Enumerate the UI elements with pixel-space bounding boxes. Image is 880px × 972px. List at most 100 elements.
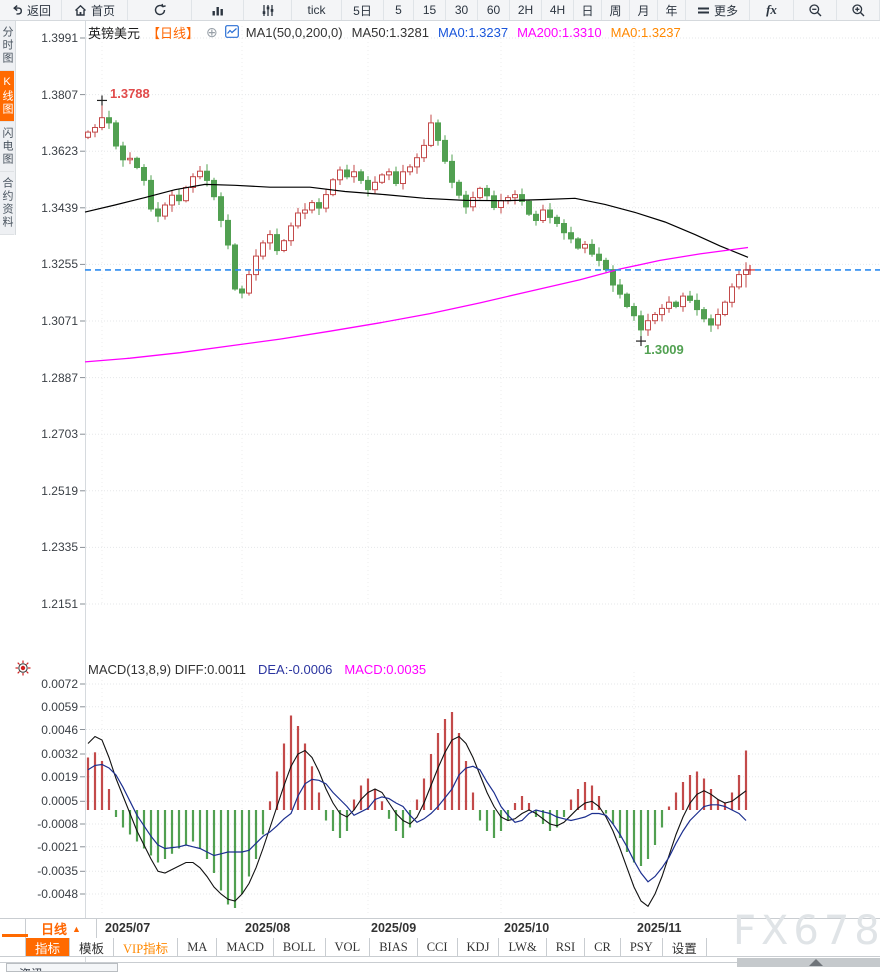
macd-tick-label: 0.0059: [41, 699, 78, 714]
tab-CR[interactable]: CR: [585, 938, 621, 956]
macd-tick-label: -0.0048: [37, 887, 78, 901]
triangle-up-icon: ▲: [72, 923, 81, 934]
indicator-settings-icon[interactable]: [15, 660, 31, 676]
add-overlay-icon[interactable]: ⊕: [206, 24, 218, 40]
toolbar-chart-style-button[interactable]: [192, 0, 244, 20]
price-tick-label: 1.3991: [41, 31, 78, 45]
price-tick-label: 1.3623: [41, 144, 78, 159]
tab-MACD[interactable]: MACD: [217, 938, 274, 956]
refresh-icon: [153, 3, 167, 17]
toolbar-home-button[interactable]: 首页: [62, 0, 128, 20]
toolbar-indicator-settings-button[interactable]: [244, 0, 292, 20]
tab-KDJ[interactable]: KDJ: [458, 938, 500, 956]
date-label: 2025/09: [371, 921, 417, 935]
toolbar-week-label: 周: [609, 3, 622, 18]
sidebar-item-4[interactable]: 合约资料: [0, 172, 14, 235]
price-tick-label: 1.2335: [41, 540, 78, 555]
date-label: 2025/10: [504, 921, 550, 935]
bottom-divider: [0, 962, 880, 963]
macd-tick-label: 0.0005: [41, 794, 78, 809]
toolbar-60min-button[interactable]: 60: [478, 0, 510, 20]
period-selector[interactable]: 日线 ▲: [25, 919, 97, 938]
indicator-tab-row: 指标 模板 VIP指标 MA MACD BOLL VOL BIAS CCI KDJ LW& RSI CR…: [0, 938, 880, 957]
toolbar-30min-label: 30: [454, 3, 469, 17]
tab-RSI[interactable]: RSI: [547, 938, 586, 956]
toolbar-15min-label: 15: [422, 3, 437, 17]
sidebar-item-3[interactable]: 闪电图: [0, 122, 14, 172]
ma-legend: MA1(50,0,200,0) MA50:1.3281 MA0:1.3237 MA20…: [246, 25, 681, 40]
period-selector-label: 日线: [41, 922, 68, 937]
toolbar-home-label: 首页: [90, 3, 115, 18]
toolbar-tick-button[interactable]: tick: [292, 0, 342, 20]
tab-news[interactable]: 资讯: [6, 963, 118, 972]
toolbar-2h-button[interactable]: 2H: [510, 0, 542, 20]
toolbar-5d-button[interactable]: 5日: [342, 0, 384, 20]
toolbar-5min-button[interactable]: 5: [384, 0, 414, 20]
tab-LW&[interactable]: LW&: [499, 938, 547, 956]
macd-tick-label: 0.0046: [41, 722, 78, 737]
zoom-in-icon: [851, 3, 866, 18]
toolbar-4h-button[interactable]: 4H: [542, 0, 574, 20]
date-label: 2025/11: [637, 921, 682, 935]
tab-VIP指标[interactable]: VIP指标: [114, 938, 179, 956]
price-tick-label: 1.3807: [41, 87, 78, 102]
toolbar-30min-button[interactable]: 30: [446, 0, 478, 20]
price-tick-label: 1.2887: [41, 370, 78, 385]
home-icon: [74, 4, 87, 17]
toolbar-2h-label: 2H: [517, 3, 534, 17]
toolbar-day-label: 日: [581, 3, 594, 18]
ma-legend-item: MA0:1.3237: [610, 25, 681, 40]
macd-header: MACD(13,8,9) DIFF:0.0011 DEA:-0.0006 MACD:…: [88, 662, 426, 677]
price-tick-label: 1.3071: [41, 314, 78, 328]
price-tick-label: 1.2151: [41, 597, 78, 611]
tab-MA[interactable]: MA: [178, 938, 218, 956]
left-sidebar: 分时图 K线图 闪电图 合约资料: [0, 21, 16, 235]
toolbar-day-button[interactable]: 日: [574, 0, 602, 20]
toolbar-tick-label: tick: [307, 3, 326, 17]
tab-BOLL[interactable]: BOLL: [274, 938, 326, 956]
toolbar-week-button[interactable]: 周: [602, 0, 630, 20]
ma-legend-item: MA50:1.3281: [351, 25, 429, 40]
tab-PSY[interactable]: PSY: [621, 938, 663, 956]
low-annotation: 1.3009: [644, 342, 684, 357]
toolbar-month-button[interactable]: 月: [630, 0, 658, 20]
macd-tick-label: -0.0035: [37, 864, 78, 879]
toolbar-zoom-out-button[interactable]: [794, 0, 837, 20]
active-underline: [2, 934, 28, 937]
tab-BIAS[interactable]: BIAS: [370, 938, 418, 956]
macd-tick-label: 0.0032: [41, 747, 78, 761]
bar-chart-icon: [211, 4, 225, 17]
toolbar-zoom-in-button[interactable]: [837, 0, 880, 20]
toolbar-more-label: 更多: [713, 3, 738, 18]
sidebar-item-2[interactable]: K线图: [0, 71, 14, 122]
price-tick-label: 1.2703: [41, 427, 78, 442]
toolbar-15min-button[interactable]: 15: [414, 0, 446, 20]
tab-设置[interactable]: 设置: [663, 938, 707, 956]
toolbar-back-button[interactable]: 返回: [0, 0, 62, 20]
toolbar-5d-label: 5日: [353, 3, 372, 18]
price-tick-label: 1.3255: [41, 257, 78, 272]
tab-指标[interactable]: 指标: [25, 938, 71, 956]
toolbar-year-button[interactable]: 年: [658, 0, 686, 20]
macd-tick-label: 0.0072: [41, 677, 78, 691]
tab-VOL[interactable]: VOL: [326, 938, 371, 956]
toolbar-formula-button[interactable]: fx: [750, 0, 794, 20]
back-icon: [10, 4, 23, 17]
date-label: 2025/07: [105, 921, 151, 935]
chart-header: 英镑美元 【日线】 ⊕ MA1(50,0,200,0) MA50:1.3281 MA…: [88, 23, 681, 42]
toolbar-more-button[interactable]: 更多: [686, 0, 750, 20]
toolbar-4h-label: 4H: [549, 3, 566, 17]
tab-CCI[interactable]: CCI: [418, 938, 458, 956]
tab-模板[interactable]: 模板: [70, 938, 115, 956]
price-tick-label: 1.3439: [41, 200, 78, 215]
macd-legend-item: MACD(13,8,9) DIFF:0.0011: [88, 662, 246, 677]
kline-settings-icon[interactable]: [224, 24, 239, 41]
sidebar-item-1[interactable]: 分时图: [0, 21, 14, 71]
high-annotation: 1.3788: [110, 86, 150, 101]
toolbar-refresh-button[interactable]: [128, 0, 192, 20]
period-label: 【日线】: [147, 26, 200, 41]
fx678-watermark: FX678: [733, 908, 880, 954]
collapse-scrollbar[interactable]: [737, 958, 880, 967]
macd-tick-label: -0.0008: [37, 817, 78, 831]
